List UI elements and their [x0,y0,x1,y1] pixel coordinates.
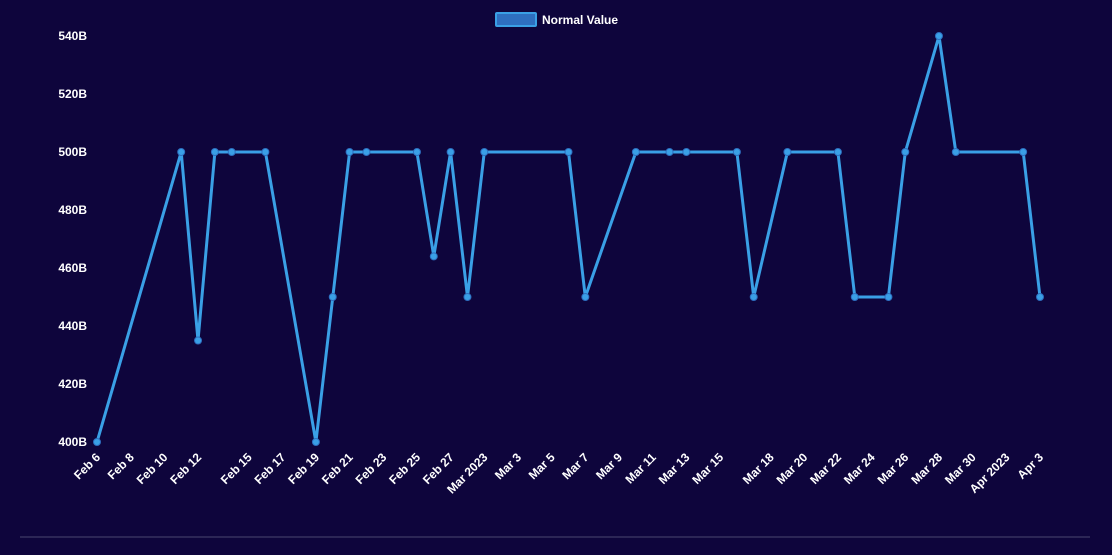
y-tick-label: 540B [58,29,87,43]
data-point[interactable] [564,148,573,156]
x-tick-label: Feb 23 [353,450,390,487]
x-tick-label: Mar 7 [559,450,591,482]
y-tick-label: 440B [58,319,87,333]
data-point[interactable] [665,148,674,156]
x-tick-label: Feb 19 [285,450,322,487]
data-point[interactable] [850,293,859,301]
x-tick-label: Feb 17 [252,450,289,487]
data-point[interactable] [783,148,792,156]
x-tick-label: Feb 25 [386,450,423,487]
data-point[interactable] [884,293,893,301]
data-point[interactable] [429,252,438,261]
x-tick-label: Mar 28 [908,450,945,487]
x-tick-label: Feb 6 [71,450,103,482]
data-point[interactable] [345,148,354,156]
data-point[interactable] [328,293,337,301]
data-point[interactable] [463,293,472,301]
y-tick-label: 400B [58,435,87,449]
x-tick-label: Feb 8 [105,450,137,482]
data-point[interactable] [227,148,236,156]
data-point[interactable] [194,336,203,345]
data-point[interactable] [210,148,219,156]
x-tick-label: Feb 15 [218,450,255,487]
x-tick-label: Feb 12 [167,450,204,487]
y-tick-label: 480B [58,203,87,217]
x-tick-label: Mar 20 [774,450,811,487]
x-tick-label: Mar 3 [492,450,524,482]
x-tick-label: Mar 5 [526,450,558,482]
data-point[interactable] [833,148,842,156]
x-tick-label: Mar 26 [875,450,912,487]
data-point[interactable] [93,438,101,446]
x-tick-label: Mar 11 [623,450,660,487]
data-point[interactable] [682,148,691,156]
legend-label: Normal Value [542,13,618,27]
data-point[interactable] [311,438,320,446]
x-tick-label: Mar 9 [593,450,625,482]
legend[interactable]: Normal Value [495,12,618,27]
data-point[interactable] [732,148,741,156]
x-tick-label: Feb 10 [134,450,171,487]
x-tick-label: Apr 3 [1015,450,1047,482]
y-tick-label: 520B [58,87,87,101]
x-tick-label: Feb 21 [319,450,356,487]
data-point[interactable] [412,148,421,156]
data-point[interactable] [631,148,640,156]
x-tick-label: Mar 22 [807,450,844,487]
y-tick-label: 460B [58,261,87,275]
x-tick-label: Mar 15 [689,450,726,487]
data-point[interactable] [1036,293,1044,301]
series-line-normal-value [95,34,1042,444]
x-tick-label: Mar 13 [656,450,693,487]
data-point[interactable] [951,148,960,156]
data-point[interactable] [934,32,943,40]
y-tick-label: 500B [58,145,87,159]
data-point[interactable] [446,148,455,156]
x-tick-label: Mar 18 [740,450,777,487]
legend-swatch [495,12,537,27]
y-tick-label: 420B [58,377,87,391]
data-point[interactable] [749,293,758,301]
data-point[interactable] [581,293,590,301]
data-point[interactable] [901,148,910,156]
data-points [93,32,1044,446]
data-point[interactable] [177,148,186,156]
data-point[interactable] [362,148,371,156]
y-axis: 400B 420B 440B 460B 480B 500B 520B 540B [58,29,87,449]
data-point[interactable] [480,148,489,156]
data-point[interactable] [261,148,270,156]
data-point[interactable] [1019,148,1028,156]
x-tick-label: Mar 24 [841,450,878,487]
